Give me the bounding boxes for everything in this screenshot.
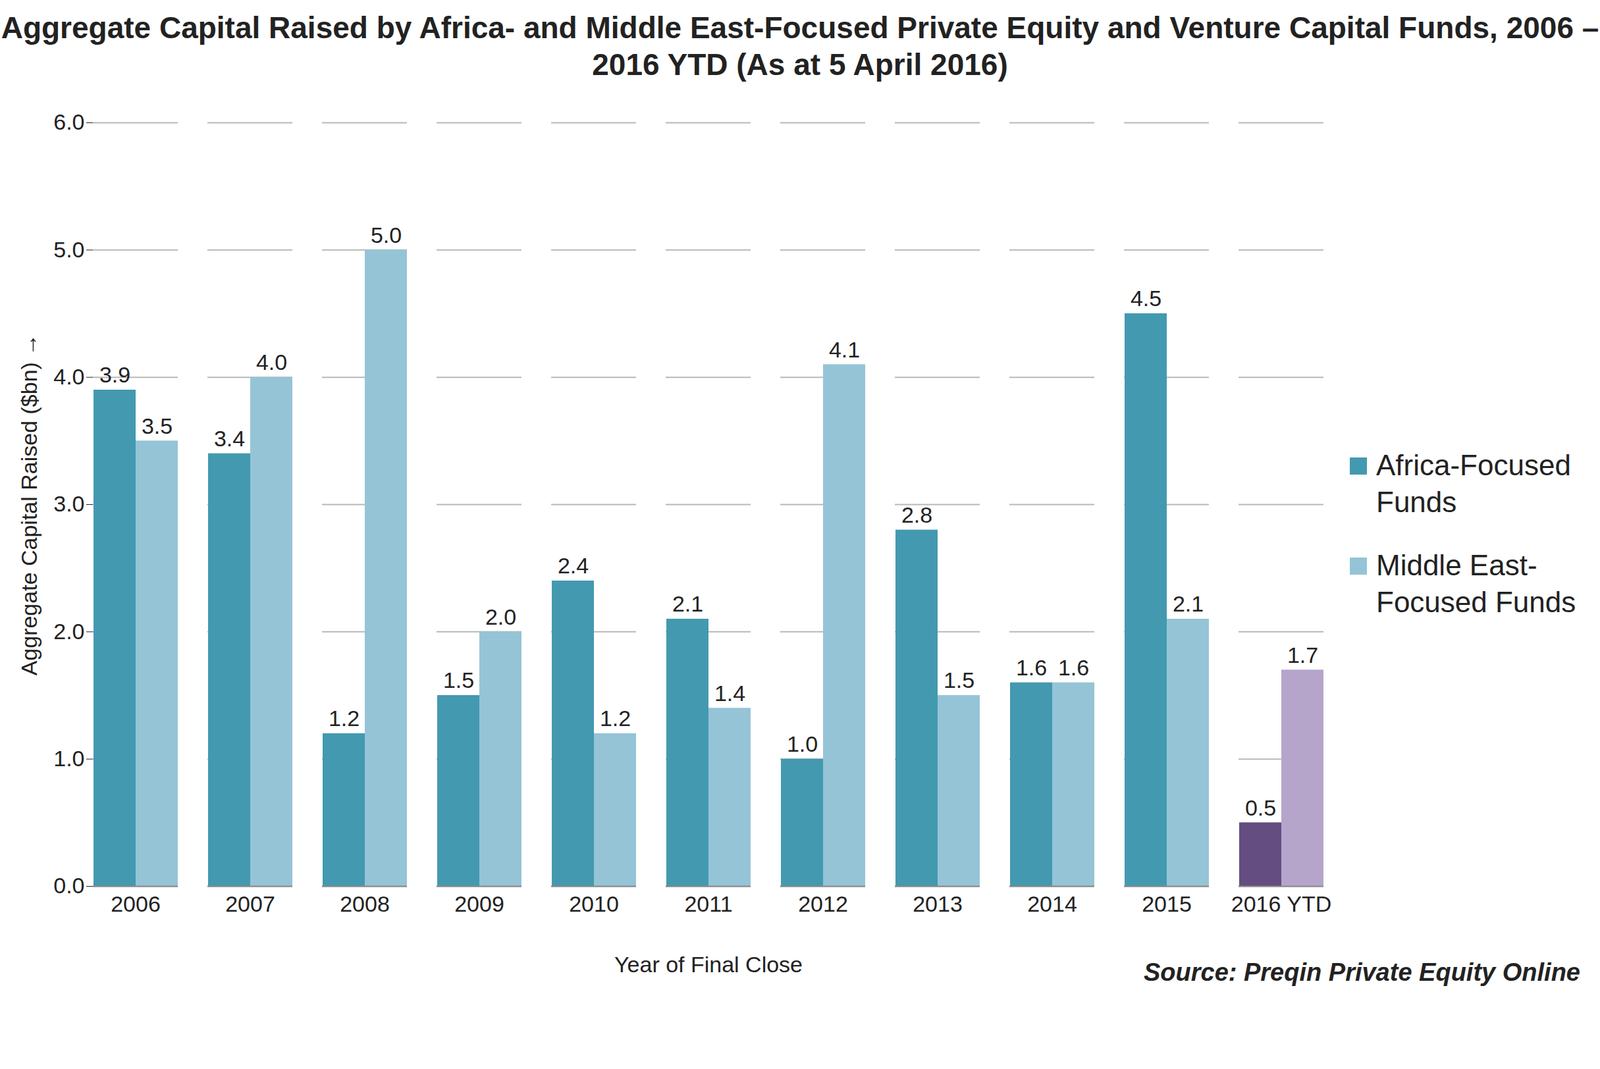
svg-text:2.8: 2.8 bbox=[901, 502, 933, 528]
svg-text:3.9: 3.9 bbox=[99, 362, 131, 388]
svg-text:2.4: 2.4 bbox=[557, 553, 589, 579]
svg-text:2008: 2008 bbox=[339, 891, 390, 917]
svg-text:2.0: 2.0 bbox=[485, 604, 517, 630]
svg-text:1.0: 1.0 bbox=[53, 746, 85, 772]
svg-text:3.5: 3.5 bbox=[141, 413, 173, 439]
svg-text:2012: 2012 bbox=[798, 891, 849, 917]
svg-text:4.0: 4.0 bbox=[53, 364, 85, 390]
html-text:Africa-Focused Funds: Africa-Focused Funds bbox=[1376, 449, 1571, 519]
svg-text:2006: 2006 bbox=[110, 891, 161, 917]
svg-text:1.5: 1.5 bbox=[443, 667, 475, 693]
html-text:Source: Preqin Private Equity: Source: Preqin Private Equity Online bbox=[1143, 958, 1581, 987]
svg-text:1.4: 1.4 bbox=[714, 680, 746, 706]
svg-text:2.1: 2.1 bbox=[672, 591, 704, 617]
svg-text:2007: 2007 bbox=[225, 891, 276, 917]
svg-text:0.0: 0.0 bbox=[53, 873, 85, 899]
svg-text:3.0: 3.0 bbox=[53, 491, 85, 517]
svg-text:2016 YTD: 2016 YTD bbox=[1231, 891, 1332, 917]
svg-text:Aggregate Capital Raised ($bn): Aggregate Capital Raised ($bn) → bbox=[16, 333, 42, 677]
svg-text:1.7: 1.7 bbox=[1287, 642, 1319, 668]
svg-text:Year of Final Close: Year of Final Close bbox=[614, 952, 803, 978]
svg-text:2013: 2013 bbox=[912, 891, 963, 917]
svg-text:1.0: 1.0 bbox=[786, 731, 818, 757]
svg-text:3.4: 3.4 bbox=[213, 426, 245, 452]
svg-text:2.0: 2.0 bbox=[53, 618, 85, 644]
svg-text:6.0: 6.0 bbox=[53, 109, 85, 135]
svg-text:1.5: 1.5 bbox=[943, 667, 975, 693]
svg-text:4.5: 4.5 bbox=[1130, 285, 1162, 311]
svg-text:2011: 2011 bbox=[684, 891, 733, 917]
svg-text:2.1: 2.1 bbox=[1172, 591, 1204, 617]
svg-text:1.2: 1.2 bbox=[599, 705, 631, 731]
svg-text:4.0: 4.0 bbox=[256, 349, 288, 375]
svg-text:2010: 2010 bbox=[568, 891, 619, 917]
html-text:Middle East-Focused Funds: Middle East-Focused Funds bbox=[1376, 549, 1576, 619]
svg-text:5.0: 5.0 bbox=[53, 237, 85, 263]
svg-text:1.6: 1.6 bbox=[1015, 655, 1047, 681]
html-text:Aggregate Capital Raised by Af: Aggregate Capital Raised by Africa- and … bbox=[1, 10, 1599, 82]
svg-text:0.5: 0.5 bbox=[1245, 795, 1277, 821]
svg-text:2014: 2014 bbox=[1027, 891, 1078, 917]
svg-text:5.0: 5.0 bbox=[370, 222, 402, 248]
svg-text:1.6: 1.6 bbox=[1058, 655, 1090, 681]
svg-text:1.2: 1.2 bbox=[328, 705, 360, 731]
svg-text:4.1: 4.1 bbox=[828, 337, 860, 363]
svg-text:2009: 2009 bbox=[454, 891, 505, 917]
svg-text:2015: 2015 bbox=[1141, 891, 1192, 917]
